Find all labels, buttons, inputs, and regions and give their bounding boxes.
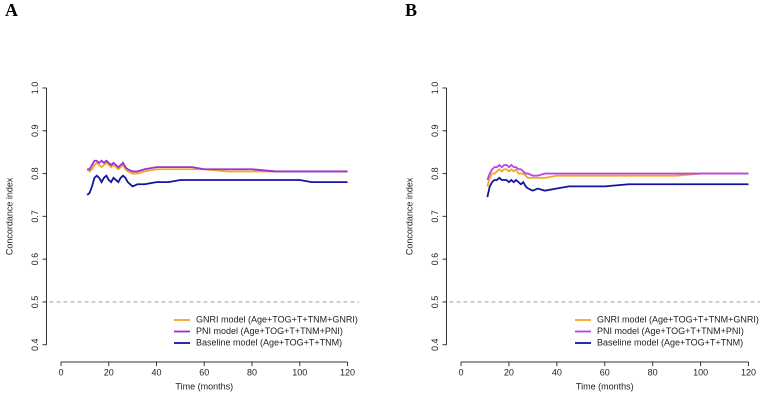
legend-label: GNRI model (Age+TOG+T+TNM+GNRI): [597, 314, 759, 324]
x-tick-label: 60: [199, 367, 209, 377]
y-tick-label: 0.9: [430, 125, 440, 138]
x-tick-label: 100: [292, 367, 307, 377]
x-tick-label: 60: [600, 367, 610, 377]
y-axis-label: Concordance index: [404, 177, 414, 255]
x-tick-label: 20: [104, 367, 114, 377]
x-tick-label: 40: [552, 367, 562, 377]
y-tick-label: 0.9: [30, 125, 40, 138]
x-tick-label: 120: [340, 367, 355, 377]
y-tick-label: 0.5: [430, 296, 440, 309]
y-tick-label: 0.8: [430, 167, 440, 180]
x-tick-label: 0: [58, 367, 63, 377]
series-line: [87, 159, 348, 173]
y-tick-label: 0.6: [30, 253, 40, 266]
panel-label: B: [405, 0, 417, 20]
legend-label: Baseline model (Age+TOG+T+TNM): [196, 337, 342, 347]
x-tick-label: 40: [151, 367, 161, 377]
legend-label: PNI model (Age+TOG+T+TNM+PNI): [196, 326, 343, 336]
y-tick-label: 0.6: [430, 253, 440, 266]
series-line: [86, 174, 348, 196]
y-tick-label: 0.8: [30, 167, 40, 180]
legend-label: GNRI model (Age+TOG+T+TNM+GNRI): [196, 314, 358, 324]
series-line: [486, 167, 749, 187]
y-tick-label: 0.4: [430, 338, 440, 351]
y-tick-label: 1.0: [30, 82, 40, 95]
y-tick-label: 0.5: [30, 296, 40, 309]
x-tick-label: 80: [247, 367, 257, 377]
series-line: [486, 176, 749, 198]
series-line: [86, 161, 348, 175]
x-tick-label: 0: [458, 367, 463, 377]
x-tick-label: 20: [504, 367, 514, 377]
x-axis-label: Time (months): [576, 381, 634, 391]
x-tick-label: 120: [741, 367, 756, 377]
series-line: [486, 163, 749, 181]
x-axis-label: Time (months): [175, 381, 233, 391]
y-axis-label: Concordance index: [4, 177, 14, 255]
x-tick-label: 80: [648, 367, 658, 377]
legend-label: Baseline model (Age+TOG+T+TNM): [597, 337, 743, 347]
x-tick-label: 100: [693, 367, 708, 377]
y-tick-label: 0.7: [430, 210, 440, 223]
panel-label: A: [5, 0, 18, 20]
legend-label: PNI model (Age+TOG+T+TNM+PNI): [597, 326, 744, 336]
y-tick-label: 1.0: [430, 82, 440, 95]
y-tick-label: 0.7: [30, 210, 40, 223]
y-tick-label: 0.4: [30, 338, 40, 351]
